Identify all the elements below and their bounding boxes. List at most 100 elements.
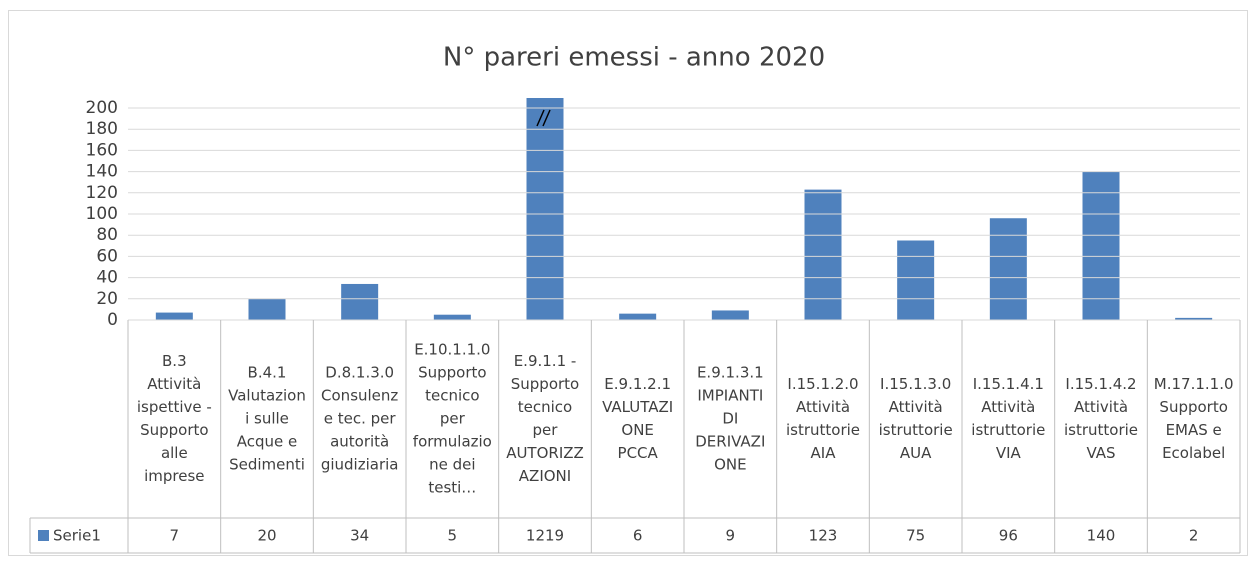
legend-swatch <box>38 530 49 541</box>
x-tick-label: DI <box>722 410 738 428</box>
x-tick-label: imprese <box>144 467 204 485</box>
value-cell: 140 <box>1087 527 1116 545</box>
y-tick-label: 20 <box>96 289 118 309</box>
bar <box>1082 171 1120 320</box>
bar <box>897 240 935 320</box>
x-tick-label: Attività <box>981 398 1035 416</box>
x-tick-label: Consulenz <box>321 387 398 405</box>
x-tick-label: alle <box>161 444 188 462</box>
chart-frame <box>8 10 1248 556</box>
x-tick-label: E.9.1.1 - <box>514 352 577 370</box>
x-tick-label: Supporto <box>140 421 208 439</box>
value-cell: 6 <box>633 527 643 545</box>
axis-break <box>536 109 545 127</box>
y-tick-label: 140 <box>86 162 118 182</box>
bar <box>155 312 193 320</box>
value-cell: 5 <box>448 527 458 545</box>
x-tick-label: giudiziaria <box>321 456 399 474</box>
x-tick-label: Attività <box>889 398 943 416</box>
x-tick-label: EMAS e <box>1166 421 1222 439</box>
value-cell: 2 <box>1189 527 1199 545</box>
value-cell: 34 <box>350 527 369 545</box>
x-tick-label: istruttorie <box>1064 421 1138 439</box>
x-tick-label: tecnico <box>425 387 479 405</box>
x-tick-label: Attività <box>796 398 850 416</box>
x-tick-label: I.15.1.2.0 <box>787 375 858 393</box>
x-tick-label: VALUTAZI <box>602 398 673 416</box>
x-tick-label: testi… <box>428 479 476 497</box>
value-cell: 96 <box>999 527 1018 545</box>
axis-break <box>542 109 551 127</box>
x-tick-label: formulazio <box>413 433 492 451</box>
value-cell: 1219 <box>526 527 564 545</box>
y-tick-label: 160 <box>86 140 118 160</box>
x-tick-label: E.9.1.2.1 <box>604 375 671 393</box>
value-cell: 20 <box>257 527 276 545</box>
x-tick-label: e tec. per <box>324 410 397 428</box>
x-tick-label: AZIONI <box>519 467 571 485</box>
plot-area <box>155 98 1213 320</box>
x-tick-label: D.8.1.3.0 <box>325 364 394 382</box>
x-tick-label: istruttorie <box>786 421 860 439</box>
x-tick-label: E.9.1.3.1 <box>697 364 764 382</box>
x-tick-label: Supporto <box>1159 398 1227 416</box>
x-tick-label: VIA <box>996 444 1022 462</box>
y-tick-label: 180 <box>86 119 118 139</box>
x-tick-label: Acque e <box>237 433 298 451</box>
x-tick-label: autorità <box>330 433 389 451</box>
x-tick-label: ONE <box>621 421 654 439</box>
bar <box>711 310 749 320</box>
value-cell: 123 <box>809 527 838 545</box>
x-tick-label: per <box>440 410 466 428</box>
x-tick-label: VAS <box>1086 444 1115 462</box>
bar <box>1175 317 1213 320</box>
x-tick-label: IMPIANTI <box>697 387 763 405</box>
x-tick-label: B.4.1 <box>248 364 287 382</box>
x-tick-label: tecnico <box>518 398 572 416</box>
bar <box>433 314 471 320</box>
x-tick-label: E.10.1.1.0 <box>414 341 490 359</box>
bar <box>248 298 286 320</box>
x-tick-label: I.15.1.4.1 <box>973 375 1044 393</box>
y-tick-label: 40 <box>96 268 118 288</box>
bar <box>619 313 657 320</box>
x-tick-label: I.15.1.4.2 <box>1065 375 1136 393</box>
x-tick-label: Valutazion <box>228 387 306 405</box>
x-tick-label: I.15.1.3.0 <box>880 375 951 393</box>
x-tick-label: Supporto <box>511 375 579 393</box>
x-tick-label: per <box>533 421 559 439</box>
bar <box>989 218 1027 320</box>
x-tick-label: DERIVAZI <box>695 433 765 451</box>
y-tick-label: 200 <box>86 98 118 118</box>
x-tick-label: Ecolabel <box>1162 444 1225 462</box>
x-tick-label: Attività <box>1074 398 1128 416</box>
legend-label: Serie1 <box>53 527 101 545</box>
x-tick-label: ne dei <box>429 456 475 474</box>
x-tick-label: PCCA <box>618 444 659 462</box>
bar <box>341 283 379 320</box>
x-tick-label: M.17.1.1.0 <box>1154 375 1234 393</box>
x-tick-label: i sulle <box>245 410 289 428</box>
x-tick-label: AUA <box>900 444 932 462</box>
x-tick-label: istruttorie <box>971 421 1045 439</box>
x-tick-label: ONE <box>714 456 747 474</box>
value-cell: 75 <box>906 527 925 545</box>
bar <box>804 189 842 320</box>
bar <box>526 98 564 320</box>
value-cell: 9 <box>726 527 736 545</box>
y-tick-label: 0 <box>107 310 118 330</box>
x-tick-label: AIA <box>811 444 837 462</box>
x-tick-label: AUTORIZZ <box>506 444 584 462</box>
x-tick-label: istruttorie <box>879 421 953 439</box>
value-cell: 7 <box>170 527 180 545</box>
x-tick-label: Attività <box>147 375 201 393</box>
x-tick-label: Supporto <box>418 364 486 382</box>
y-tick-label: 60 <box>96 246 118 266</box>
x-tick-label: ispettive - <box>137 398 212 416</box>
y-tick-label: 120 <box>86 183 118 203</box>
chart-title: N° pareri emessi - anno 2020 <box>443 43 825 73</box>
y-tick-label: 80 <box>96 225 118 245</box>
x-tick-label: B.3 <box>162 352 187 370</box>
y-tick-label: 100 <box>86 204 118 224</box>
